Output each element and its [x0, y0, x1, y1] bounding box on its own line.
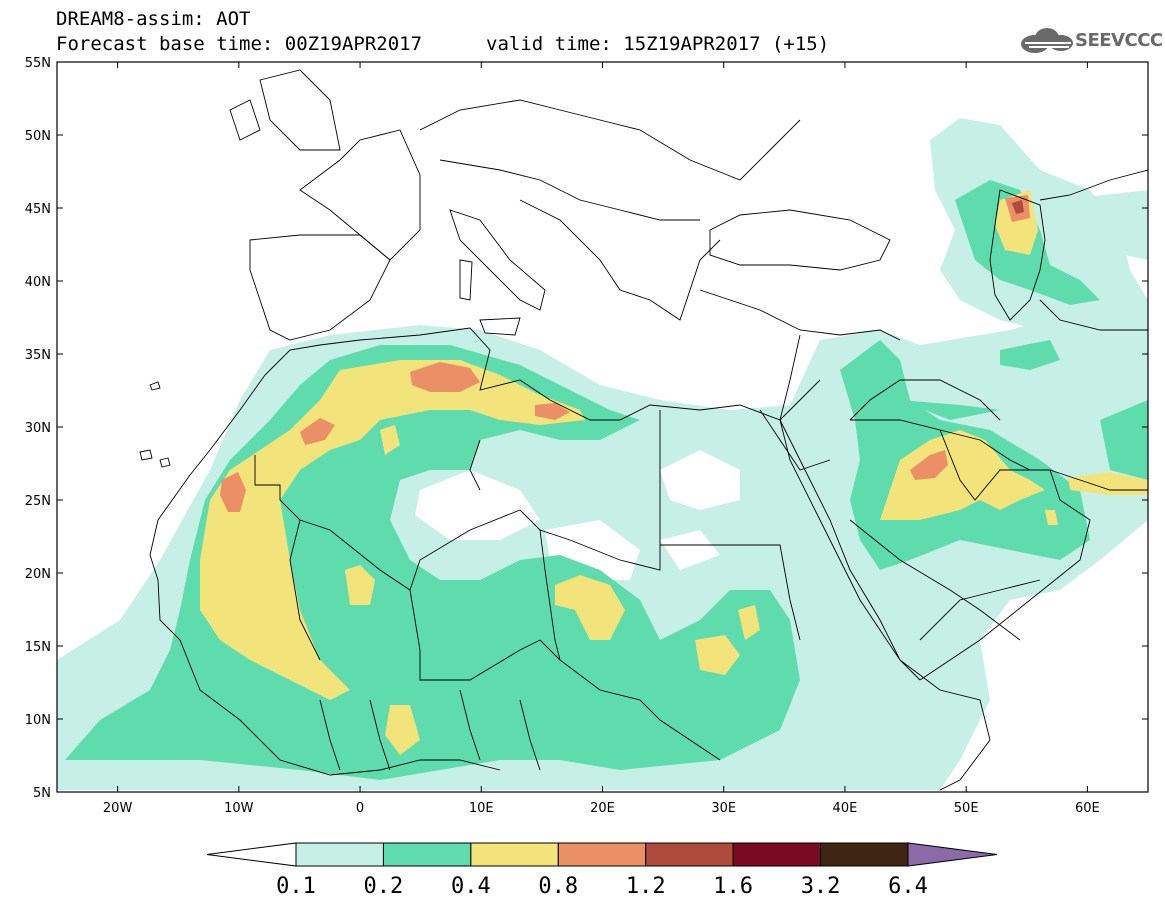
lat-tick-label: 40N	[25, 275, 51, 290]
colorbar-label: 3.2	[801, 874, 841, 899]
lon-tick-label: 20E	[590, 801, 615, 816]
colorbar-label: 0.2	[364, 874, 404, 899]
lon-tick-label: 50E	[954, 801, 979, 816]
lat-tick-label: 5N	[33, 786, 51, 801]
coastlines	[139, 69, 1148, 791]
colorbar-swatch	[645, 842, 734, 867]
lat-tick-label: 55N	[25, 56, 51, 71]
lon-tick-label: 0	[356, 801, 364, 816]
colorbar-swatch	[820, 842, 909, 867]
colorbar-label: 0.8	[538, 874, 578, 899]
colorbar-under-arrow	[206, 842, 297, 867]
colorbar-swatch	[295, 842, 384, 867]
lat-tick-label: 10N	[25, 713, 51, 728]
title-line-1: DREAM8-assim: AOT	[56, 8, 251, 30]
lon-tick-label: 10W	[224, 801, 254, 816]
colorbar-label: 1.2	[626, 874, 666, 899]
lat-tick-label: 20N	[25, 567, 51, 582]
lon-tick-label: 10E	[469, 801, 494, 816]
longitude-axis: 20W 10W 0 10E 20E 30E 40E 50E 60E	[103, 62, 1100, 816]
lat-tick-label: 25N	[25, 494, 51, 509]
forecast-base-time: Forecast base time: 00Z19APR2017	[56, 33, 423, 55]
colorbar-swatch	[382, 842, 472, 867]
colorbar-swatch	[732, 842, 822, 867]
lat-tick-label: 30N	[25, 421, 51, 436]
colorbar-swatch	[557, 842, 647, 867]
cloud-logo-icon	[1021, 28, 1073, 53]
lat-tick-label: 15N	[25, 640, 51, 655]
latitude-axis: 55N 50N 45N 40N 35N 30N 25N 20N 15N 10N 5N	[25, 56, 1148, 801]
lat-tick-label: 50N	[25, 129, 51, 144]
colorbar-swatch	[470, 842, 559, 867]
colorbar-label: 0.4	[451, 874, 491, 899]
colorbar-label: 6.4	[888, 874, 928, 899]
dust-field	[57, 118, 1148, 790]
colorbar-over-arrow	[907, 842, 998, 867]
logo-text: SEEVCCC	[1075, 30, 1163, 51]
colorbar: 0.1 0.2 0.4 0.8 1.2 1.6 3.2 6.4	[206, 842, 998, 899]
colorbar-label: 1.6	[713, 874, 753, 899]
lon-tick-label: 30E	[711, 801, 736, 816]
colorbar-label: 0.1	[276, 874, 316, 899]
lon-tick-label: 40E	[833, 801, 858, 816]
lat-tick-label: 45N	[25, 202, 51, 217]
lat-tick-label: 35N	[25, 348, 51, 363]
lon-tick-label: 20W	[103, 801, 133, 816]
lon-tick-label: 60E	[1075, 801, 1100, 816]
valid-time: valid time: 15Z19APR2017 (+15)	[486, 33, 830, 55]
